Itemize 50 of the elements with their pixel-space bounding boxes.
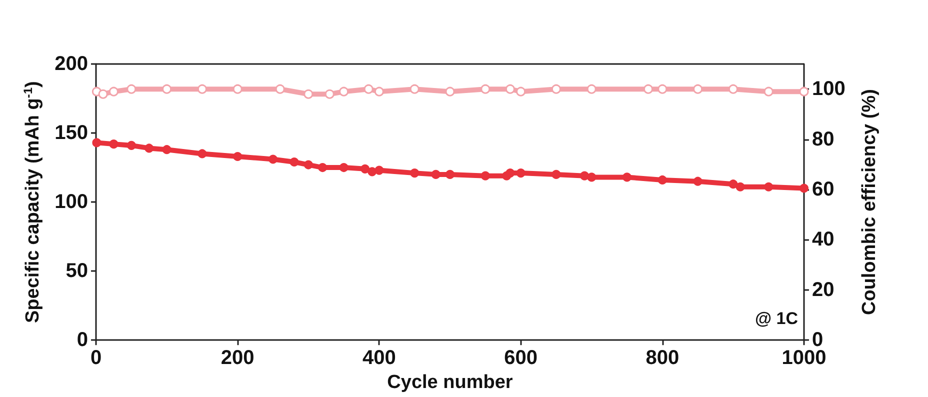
point — [480, 171, 490, 180]
point — [506, 168, 515, 178]
x-tick-label: 800 — [646, 347, 680, 370]
point — [360, 164, 370, 174]
y2-tick-label: 60 — [812, 178, 834, 200]
y-tick-label: 100 — [54, 191, 88, 214]
y2-tick-label: 20 — [812, 278, 834, 301]
point — [162, 145, 172, 154]
point — [552, 170, 561, 179]
y2-axis-title: Coulombic efficiency (%) — [859, 89, 880, 316]
point — [368, 167, 377, 176]
point — [693, 176, 702, 186]
point — [144, 144, 154, 153]
point — [339, 163, 348, 172]
point — [658, 175, 667, 184]
y-tick-label: 200 — [54, 53, 88, 75]
annotation: @ 1C — [754, 309, 798, 328]
point — [92, 138, 102, 148]
point — [410, 168, 420, 178]
y-tick-label: 150 — [54, 122, 88, 144]
point — [516, 168, 526, 178]
x-tick-label: 400 — [362, 347, 396, 370]
point — [126, 140, 136, 150]
point — [446, 170, 454, 179]
y-tick-label: 0 — [76, 329, 88, 352]
point — [728, 180, 738, 189]
point — [736, 182, 745, 192]
point — [198, 149, 207, 158]
point — [233, 152, 242, 161]
point — [290, 158, 299, 167]
x-axis-title: Cycle number — [387, 372, 514, 393]
point — [622, 172, 632, 182]
y2-tick-label: 100 — [812, 78, 846, 100]
x-tick-label: 200 — [220, 347, 254, 370]
point — [304, 160, 313, 170]
y-tick-label: 50 — [66, 260, 88, 282]
y2-tick-label: 80 — [812, 128, 834, 150]
y2-tick-label: 40 — [812, 228, 834, 251]
point — [800, 184, 808, 193]
x-tick-label: 600 — [504, 347, 538, 370]
point — [580, 171, 590, 180]
point — [587, 172, 596, 182]
point — [764, 182, 774, 192]
x-tick-label: 0 — [90, 347, 102, 370]
point — [374, 166, 384, 175]
y-axis-title: Specific capacity (mAh g-1) — [21, 81, 44, 323]
point — [431, 170, 440, 179]
point — [268, 154, 278, 164]
point — [109, 140, 118, 149]
point — [318, 163, 328, 172]
